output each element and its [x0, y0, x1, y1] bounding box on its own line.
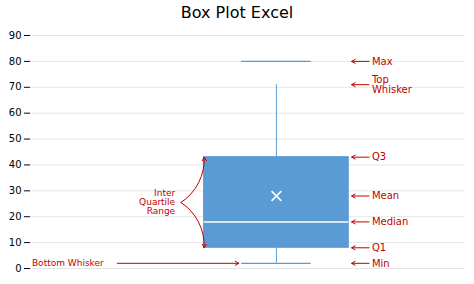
svg-text:30: 30 — [9, 185, 22, 196]
svg-text:10: 10 — [9, 237, 22, 248]
svg-text:Min: Min — [372, 258, 390, 269]
html-text:Box Plot Excel: Box Plot Excel — [180, 3, 294, 22]
svg-text:0: 0 — [15, 263, 21, 274]
svg-text:70: 70 — [9, 81, 22, 92]
svg-text:Q3: Q3 — [372, 151, 386, 162]
svg-text:20: 20 — [9, 211, 22, 222]
svg-text:90: 90 — [9, 30, 22, 41]
svg-text:InterQuartileRange: InterQuartileRange — [139, 188, 176, 216]
svg-text:80: 80 — [9, 56, 22, 67]
svg-text:Median: Median — [372, 216, 408, 227]
svg-text:50: 50 — [9, 133, 22, 144]
svg-text:Mean: Mean — [372, 190, 399, 201]
svg-text:40: 40 — [9, 159, 22, 170]
svg-text:Max: Max — [372, 56, 393, 67]
svg-text:60: 60 — [9, 107, 22, 118]
svg-text:TopWhisker: TopWhisker — [371, 74, 413, 95]
svg-text:Q1: Q1 — [372, 242, 386, 253]
svg-text:Bottom Whisker: Bottom Whisker — [32, 258, 104, 268]
